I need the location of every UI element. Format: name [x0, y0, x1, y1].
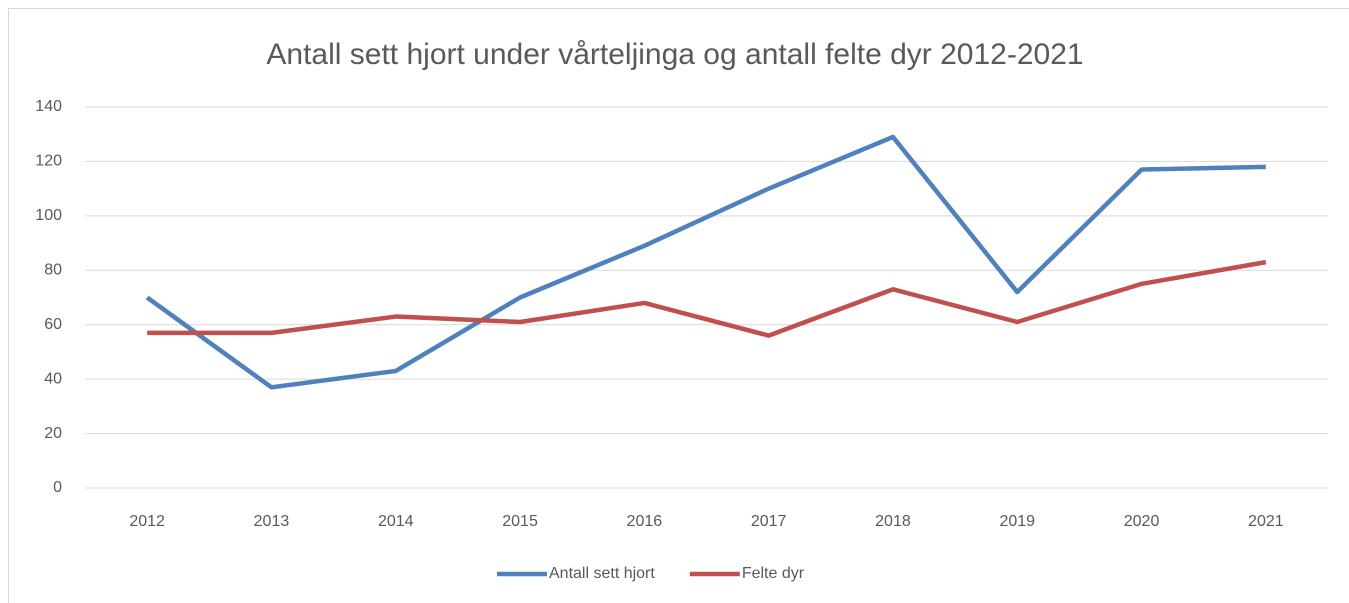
y-tick-label: 40	[44, 370, 62, 387]
line-series	[147, 259, 1267, 338]
y-tick-label: 60	[44, 316, 62, 333]
x-tick-label: 2017	[751, 513, 787, 530]
x-tick-label: 2014	[378, 513, 414, 530]
x-tick-label: 2021	[1248, 513, 1284, 530]
y-tick-label: 80	[44, 262, 62, 279]
line-series	[145, 134, 1266, 390]
y-tick-label: 100	[35, 207, 62, 224]
x-tick-label: 2020	[1124, 513, 1160, 530]
x-tick-label: 2016	[627, 513, 663, 530]
chart-title: Antall sett hjort under vårteljinga og a…	[266, 38, 1083, 71]
x-tick-label: 2015	[502, 513, 538, 530]
y-tick-label: 0	[53, 479, 62, 496]
x-tick-label: 2013	[254, 513, 290, 530]
y-tick-label: 120	[35, 153, 62, 170]
legend-label: Felte dyr	[742, 565, 805, 582]
x-tick-label: 2018	[875, 513, 911, 530]
chart-frame	[8, 8, 1349, 603]
legend-label: Antall sett hjort	[549, 565, 655, 582]
y-tick-label: 140	[35, 98, 62, 115]
x-tick-label: 2019	[999, 513, 1035, 530]
x-tick-label: 2012	[129, 513, 165, 530]
y-tick-label: 20	[44, 425, 62, 442]
